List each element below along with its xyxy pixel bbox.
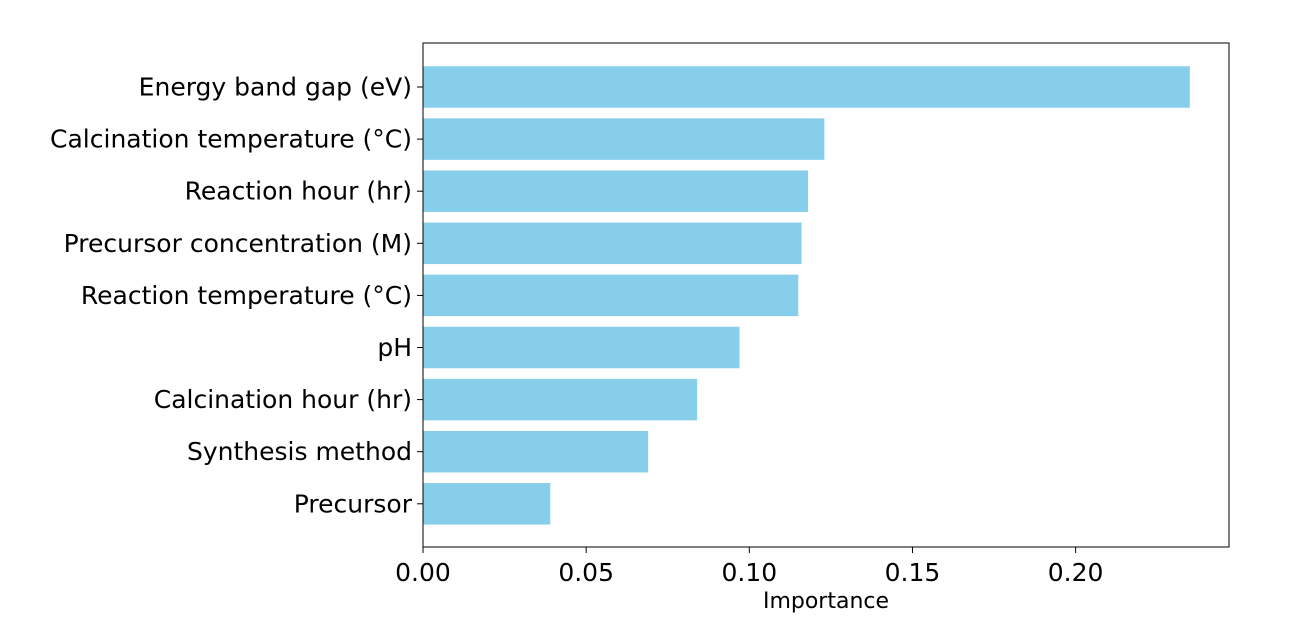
bar-precursor	[423, 483, 551, 525]
bar-synthesis-method	[423, 430, 649, 473]
category-labels-group: Energy band gap (eV) Calcination temperat…	[50, 73, 423, 518]
bar-calcination-temperature-c	[423, 118, 825, 160]
bar-reaction-hour-hr	[423, 170, 809, 212]
category-label-synthesis-method: Synthesis method	[187, 437, 412, 466]
category-label-ph: pH	[377, 333, 412, 362]
bar-energy-band-gap-ev	[423, 66, 1190, 108]
category-label-energy-band-gap-ev: Energy band gap (eV)	[139, 73, 412, 102]
bars-group	[423, 66, 1190, 525]
category-label-calcination-temperature-c: Calcination temperature (°C)	[50, 125, 412, 154]
x-tick-label: 0.05	[558, 558, 614, 587]
x-tick-label: 0.15	[885, 558, 941, 587]
bar-ph	[423, 326, 740, 369]
x-tick-label: 0.00	[395, 558, 451, 587]
x-tick-label: 0.10	[721, 558, 777, 587]
category-label-reaction-temperature-c: Reaction temperature (°C)	[81, 281, 412, 310]
bar-reaction-temperature-c	[423, 274, 799, 317]
x-tick-label: 0.20	[1048, 558, 1104, 587]
category-label-precursor-concentration-m: Precursor concentration (M)	[64, 229, 412, 258]
bar-calcination-hour-hr	[423, 378, 698, 421]
category-label-precursor: Precursor	[294, 489, 413, 518]
category-label-calcination-hour-hr: Calcination hour (hr)	[154, 385, 412, 414]
plot-frame	[422, 42, 1230, 548]
category-label-reaction-hour-hr: Reaction hour (hr)	[185, 177, 412, 206]
x-axis-label: Importance	[763, 589, 889, 614]
x-ticks-group: 0.00 0.05 0.10 0.15 0.20	[395, 547, 1103, 587]
bar-precursor-concentration-m	[423, 222, 802, 265]
